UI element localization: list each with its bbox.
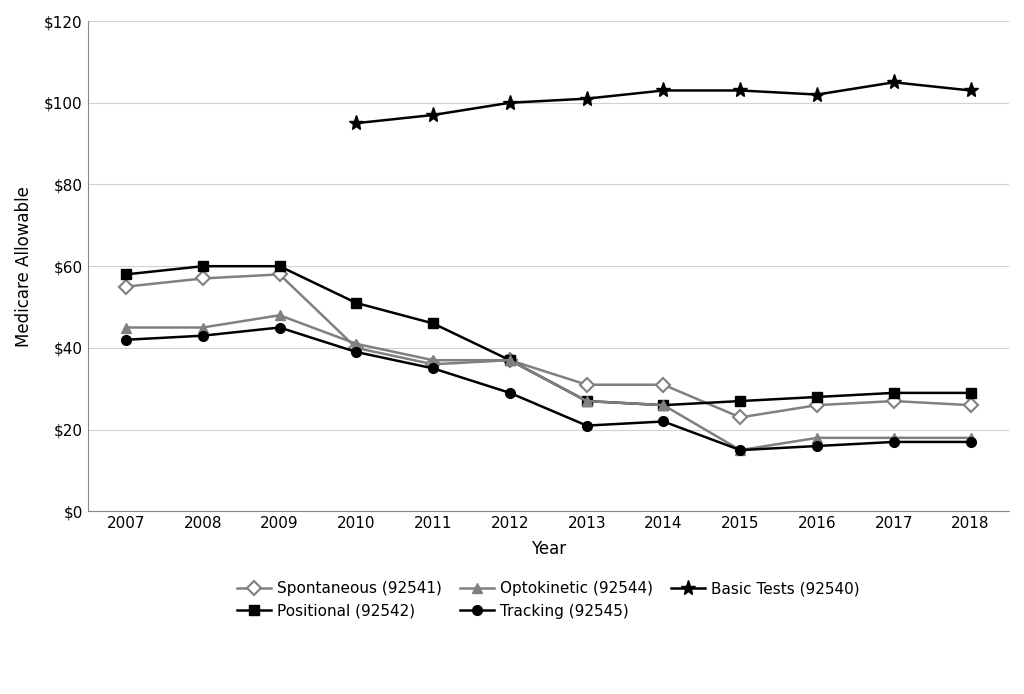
Tracking (92545) (197, 332, 209, 340)
Basic Tests (92540) (350, 119, 362, 127)
Y-axis label: Medicare Allowable: Medicare Allowable (15, 186, 33, 346)
Positional (92542) (734, 397, 746, 405)
Positional (92542) (965, 389, 977, 397)
Legend: Spontaneous (92541), Positional (92542), Optokinetic (92544), Tracking (92545), : Spontaneous (92541), Positional (92542),… (229, 573, 867, 627)
Tracking (92545) (504, 389, 516, 397)
Positional (92542) (888, 389, 900, 397)
Basic Tests (92540) (734, 86, 746, 94)
Positional (92542) (273, 262, 286, 271)
Tracking (92545) (888, 438, 900, 446)
Optokinetic (92544) (581, 397, 593, 405)
Spontaneous (92541) (657, 380, 670, 389)
Tracking (92545) (350, 348, 362, 356)
Positional (92542) (427, 319, 439, 328)
Optokinetic (92544) (657, 401, 670, 409)
Tracking (92545) (734, 446, 746, 455)
Spontaneous (92541) (811, 401, 823, 409)
Tracking (92545) (581, 421, 593, 430)
X-axis label: Year: Year (530, 540, 566, 557)
Optokinetic (92544) (120, 323, 132, 332)
Basic Tests (92540) (657, 86, 670, 94)
Optokinetic (92544) (197, 323, 209, 332)
Optokinetic (92544) (504, 356, 516, 364)
Line: Positional (92542): Positional (92542) (121, 262, 976, 410)
Spontaneous (92541) (120, 282, 132, 291)
Spontaneous (92541) (350, 344, 362, 352)
Tracking (92545) (965, 438, 977, 446)
Positional (92542) (811, 393, 823, 401)
Positional (92542) (657, 401, 670, 409)
Line: Tracking (92545): Tracking (92545) (121, 323, 976, 455)
Tracking (92545) (811, 442, 823, 450)
Line: Optokinetic (92544): Optokinetic (92544) (121, 310, 976, 455)
Optokinetic (92544) (965, 434, 977, 442)
Optokinetic (92544) (811, 434, 823, 442)
Basic Tests (92540) (504, 99, 516, 107)
Tracking (92545) (657, 417, 670, 425)
Line: Basic Tests (92540): Basic Tests (92540) (349, 75, 978, 130)
Spontaneous (92541) (504, 356, 516, 364)
Positional (92542) (504, 356, 516, 364)
Spontaneous (92541) (888, 397, 900, 405)
Positional (92542) (350, 299, 362, 307)
Tracking (92545) (427, 364, 439, 373)
Optokinetic (92544) (427, 356, 439, 364)
Spontaneous (92541) (965, 401, 977, 409)
Tracking (92545) (120, 336, 132, 344)
Basic Tests (92540) (888, 78, 900, 87)
Optokinetic (92544) (734, 446, 746, 455)
Tracking (92545) (273, 323, 286, 332)
Positional (92542) (197, 262, 209, 271)
Spontaneous (92541) (734, 413, 746, 421)
Positional (92542) (581, 397, 593, 405)
Optokinetic (92544) (350, 339, 362, 348)
Spontaneous (92541) (427, 360, 439, 369)
Basic Tests (92540) (427, 111, 439, 119)
Basic Tests (92540) (965, 86, 977, 94)
Spontaneous (92541) (273, 270, 286, 278)
Optokinetic (92544) (888, 434, 900, 442)
Basic Tests (92540) (581, 94, 593, 103)
Line: Spontaneous (92541): Spontaneous (92541) (121, 269, 976, 422)
Basic Tests (92540) (811, 90, 823, 99)
Positional (92542) (120, 270, 132, 278)
Optokinetic (92544) (273, 311, 286, 319)
Spontaneous (92541) (581, 380, 593, 389)
Spontaneous (92541) (197, 274, 209, 282)
